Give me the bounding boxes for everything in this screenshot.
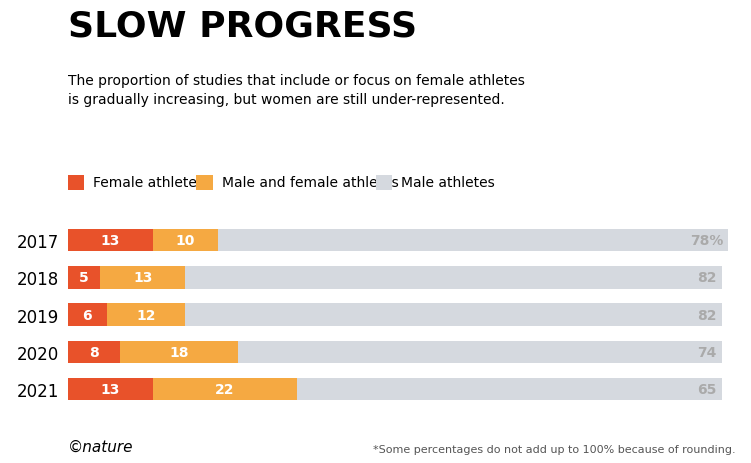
Bar [101, 267, 185, 289]
Bar [185, 304, 722, 326]
Text: *Some percentages do not add up to 100% because of rounding.: *Some percentages do not add up to 100% … [373, 444, 736, 454]
Text: 82: 82 [697, 308, 716, 322]
Text: 12: 12 [137, 308, 156, 322]
Text: 18: 18 [169, 345, 189, 359]
Text: Male and female athletes: Male and female athletes [222, 176, 399, 190]
Bar [218, 230, 728, 252]
Text: 22: 22 [215, 382, 234, 396]
Bar [107, 304, 185, 326]
Text: SLOW PROGRESS: SLOW PROGRESS [68, 9, 417, 43]
Bar [238, 341, 722, 363]
Text: Male athletes: Male athletes [401, 176, 495, 190]
Bar [68, 304, 107, 326]
Bar [68, 267, 101, 289]
Text: 13: 13 [101, 234, 120, 248]
Text: 78%: 78% [690, 234, 723, 248]
Text: 13: 13 [101, 382, 120, 396]
Text: Female athletes: Female athletes [93, 176, 204, 190]
Text: 6: 6 [83, 308, 92, 322]
Text: 65: 65 [698, 382, 716, 396]
Bar [68, 341, 120, 363]
Bar [68, 230, 152, 252]
Text: 13: 13 [133, 271, 152, 285]
Bar [68, 378, 152, 400]
Bar [120, 341, 238, 363]
Text: 5: 5 [79, 271, 89, 285]
Bar [152, 230, 218, 252]
Bar [185, 267, 722, 289]
Text: 74: 74 [698, 345, 716, 359]
Text: ©nature: ©nature [68, 439, 133, 454]
Text: The proportion of studies that include or focus on female athletes
is gradually : The proportion of studies that include o… [68, 74, 524, 106]
Bar [297, 378, 722, 400]
Text: 8: 8 [89, 345, 98, 359]
Text: 10: 10 [176, 234, 195, 248]
Bar [152, 378, 297, 400]
Text: 82: 82 [697, 271, 716, 285]
